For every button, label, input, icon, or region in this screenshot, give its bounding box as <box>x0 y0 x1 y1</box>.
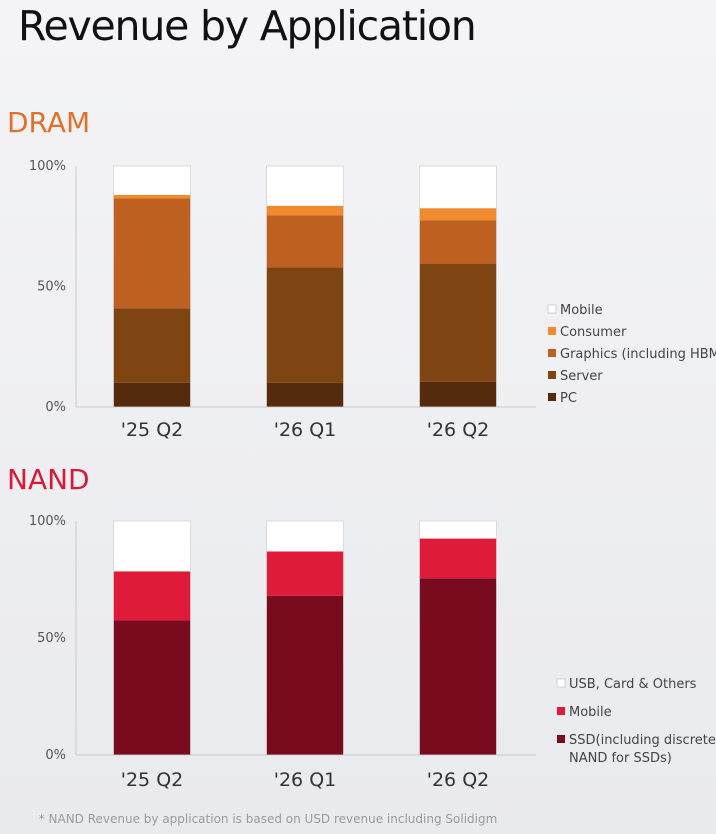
bar-segment <box>266 215 344 268</box>
y-tick-label: 0% <box>45 400 66 415</box>
bar-segment <box>266 267 344 383</box>
legend-label: Mobile <box>560 303 603 318</box>
dram-section-title: DRAM <box>7 106 91 139</box>
bar-segment <box>113 198 191 309</box>
bar-outline <box>266 165 344 408</box>
bar-outline <box>113 165 191 408</box>
legend-label: USB, Card & Others <box>569 677 697 692</box>
footnote: * NAND Revenue by application is based o… <box>38 812 498 826</box>
bar-segment <box>266 551 344 596</box>
y-tick-label: 50% <box>37 280 66 295</box>
legend-label: Server <box>560 369 603 384</box>
legend-swatch <box>548 327 556 335</box>
bar-segment <box>419 521 497 539</box>
x-category-label: '26 Q2 <box>427 419 489 441</box>
x-category-label: '25 Q2 <box>121 769 183 791</box>
legend-swatch <box>557 735 565 743</box>
bar-segment <box>419 166 497 209</box>
legend-swatch <box>548 349 556 357</box>
bar-segment <box>419 208 497 221</box>
bar-segment <box>419 263 497 382</box>
legend-swatch <box>548 393 556 401</box>
bar-segment <box>113 166 191 195</box>
dram-chart: 100% 50% 0% '25 Q2 '26 Q1 '26 Q2 Mobile Consume… <box>29 159 716 441</box>
bar-segment <box>113 571 191 621</box>
bar-segment <box>419 578 497 755</box>
nand-chart: 100% 50% 0% '25 Q2 '26 Q1 '26 Q2 USB, Card & O… <box>29 514 716 791</box>
y-tick-label: 0% <box>45 748 66 763</box>
legend-swatch <box>548 371 556 379</box>
legend-swatch <box>547 304 557 314</box>
legend-label: Consumer <box>560 325 627 340</box>
bar-segment <box>419 381 497 407</box>
bar-segment <box>113 308 191 383</box>
bar-outline <box>266 520 344 756</box>
bar-segment <box>419 538 497 579</box>
legend-label: PC <box>560 391 577 406</box>
nand-section-title: NAND <box>7 463 90 496</box>
y-tick-label: 100% <box>29 514 66 529</box>
bar-segment <box>113 194 191 199</box>
legend-label: Mobile <box>569 705 612 720</box>
bar-outline <box>113 520 191 756</box>
bar-outline <box>419 520 497 756</box>
bar-segment <box>113 620 191 755</box>
x-category-label: '25 Q2 <box>121 419 183 441</box>
legend-label: Graphics (including HBM) <box>560 347 716 362</box>
page-title: Revenue by Application <box>18 2 477 50</box>
legend-label: SSD(including discrete NAND for SSDs) <box>569 733 716 766</box>
bar-segment <box>113 382 191 407</box>
bar-segment <box>419 220 497 264</box>
bar-segment <box>266 521 344 552</box>
bar-outline <box>419 165 497 408</box>
bar-segment <box>266 205 344 216</box>
x-category-label: '26 Q1 <box>274 769 336 791</box>
legend-swatch <box>556 678 566 688</box>
bar-segment <box>266 595 344 755</box>
y-tick-label: 100% <box>29 159 66 174</box>
bar-segment <box>266 382 344 407</box>
bar-segment <box>113 521 191 572</box>
x-category-label: '26 Q2 <box>427 769 489 791</box>
x-category-label: '26 Q1 <box>274 419 336 441</box>
legend-swatch <box>557 707 565 715</box>
bar-segment <box>266 166 344 206</box>
y-tick-label: 50% <box>37 631 66 646</box>
